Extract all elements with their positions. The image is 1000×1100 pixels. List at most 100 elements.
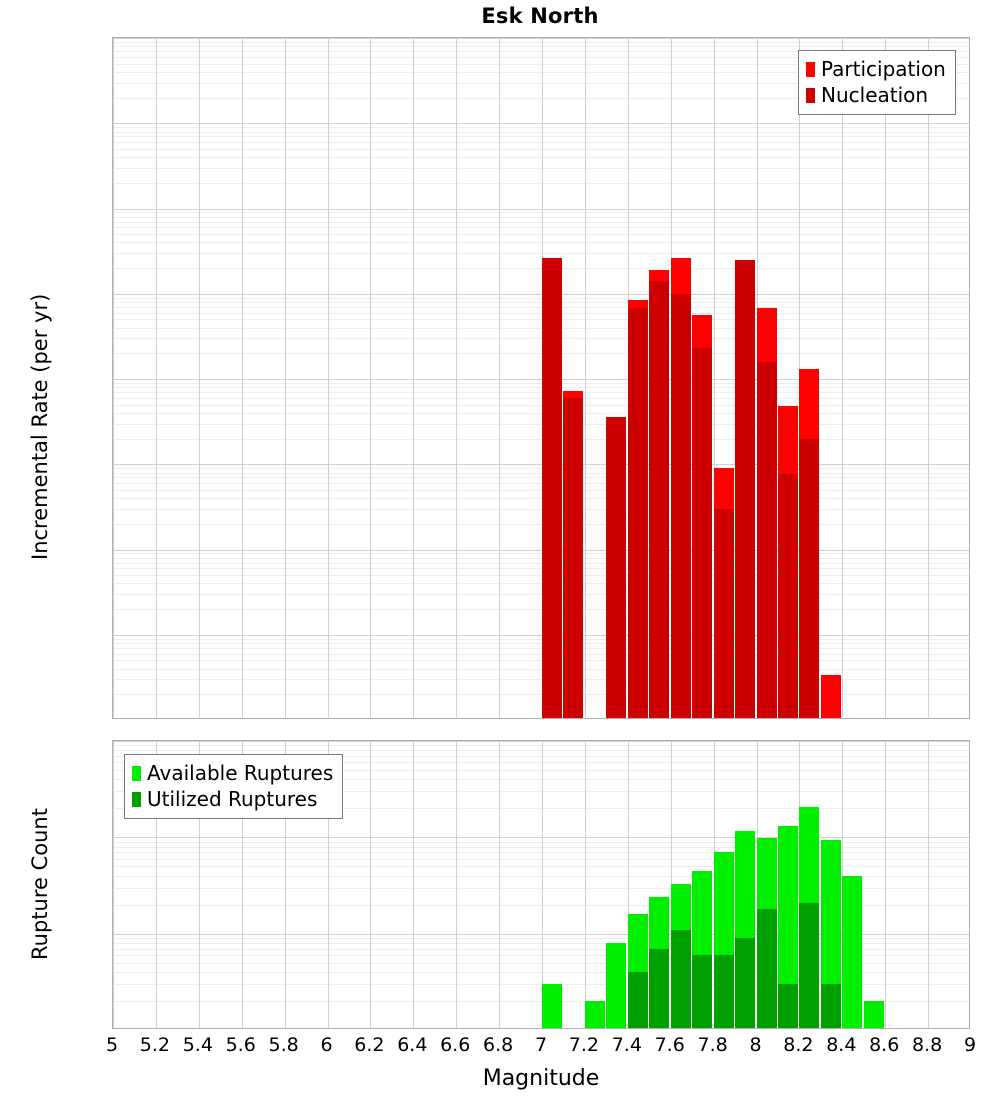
gridline-vertical (156, 38, 157, 718)
gridline-major (113, 209, 969, 210)
bar-available-ruptures (821, 840, 841, 1028)
gridline-minor (113, 319, 969, 320)
gridline-vertical (328, 741, 329, 1028)
gridline-minor (113, 353, 969, 354)
gridline-minor (113, 222, 969, 223)
bar-available-ruptures (842, 876, 862, 1028)
gridline-major (113, 379, 969, 380)
gridline-minor (113, 57, 969, 58)
gridline-major (113, 741, 969, 742)
gridline-minor (113, 955, 969, 956)
gridline-minor (113, 64, 969, 65)
bar-utilized-ruptures (649, 949, 669, 1028)
bar-available-ruptures (542, 984, 562, 1028)
gridline-minor (113, 51, 969, 52)
bar-available-ruptures (606, 943, 626, 1028)
gridline-vertical (928, 741, 929, 1028)
gridline-minor (113, 268, 969, 269)
gridline-minor (113, 217, 969, 218)
gridline-minor (113, 762, 969, 763)
legend-label: Nucleation (821, 83, 929, 107)
gridline-minor (113, 398, 969, 399)
gridline-minor (113, 648, 969, 649)
gridline-minor (113, 669, 969, 670)
gridline-vertical (456, 38, 457, 718)
magnitude-xtick-label: 6.2 (354, 1034, 385, 1056)
gridline-vertical (156, 741, 157, 1028)
gridline-minor (113, 553, 969, 554)
gridline-minor (113, 132, 969, 133)
magnitude-xtick-label: 7 (534, 1034, 548, 1056)
gridline-major (113, 837, 969, 838)
gridline-minor (113, 234, 969, 235)
bar-nucleation (692, 348, 712, 718)
gridline-minor (113, 654, 969, 655)
rupture-count-yaxis: 103102101100 (0, 0, 106, 1100)
gridline-vertical (113, 38, 114, 718)
bar-available-ruptures (864, 1001, 884, 1028)
gridline-minor (113, 808, 969, 809)
magnitude-xtick-label: 6.6 (440, 1034, 471, 1056)
gridline-minor (113, 770, 969, 771)
gridline-minor (113, 852, 969, 853)
gridline-major (113, 38, 969, 39)
gridline-minor (113, 183, 969, 184)
gridline-minor (113, 563, 969, 564)
gridline-major (113, 464, 969, 465)
magnitude-xtick-label: 7.6 (654, 1034, 685, 1056)
legend-swatch-icon (806, 61, 815, 77)
bar-nucleation (628, 308, 648, 718)
bar-nucleation (671, 294, 691, 718)
gridline-vertical (585, 38, 586, 718)
gridline-minor (113, 660, 969, 661)
magnitude-xtick-label: 8.4 (826, 1034, 857, 1056)
magnitude-xtick-label: 5.6 (225, 1034, 256, 1056)
gridline-minor (113, 876, 969, 877)
gridline-minor (113, 745, 969, 746)
bar-nucleation (714, 509, 734, 718)
gridline-vertical (928, 38, 929, 718)
gridline-minor (113, 307, 969, 308)
gridline-vertical (328, 38, 329, 718)
gridline-vertical (499, 38, 500, 718)
gridline-minor (113, 298, 969, 299)
bar-utilized-ruptures (714, 955, 734, 1028)
magnitude-xtick-label: 6 (320, 1034, 333, 1056)
gridline-major (113, 934, 969, 935)
gridline-minor (113, 779, 969, 780)
gridline-minor (113, 46, 969, 47)
bar-nucleation (778, 474, 798, 718)
magnitude-xtick-label: 5 (105, 1034, 119, 1056)
gridline-major (113, 123, 969, 124)
bar-utilized-ruptures (628, 972, 648, 1028)
gridline-vertical (456, 741, 457, 1028)
incremental-rate-legend: Participation Nucleation (798, 50, 956, 115)
gridline-minor (113, 791, 969, 792)
magnitude-xtick-label: 5.4 (182, 1034, 213, 1056)
gridline-vertical (285, 38, 286, 718)
gridline-minor (113, 387, 969, 388)
gridline-minor (113, 558, 969, 559)
incremental-rate-legend-row: Nucleation (806, 82, 946, 108)
gridline-major (113, 550, 969, 551)
legend-swatch-icon (132, 765, 141, 781)
rupture-count-legend-row: Available Ruptures (132, 760, 333, 786)
gridline-minor (113, 972, 969, 973)
magnitude-xtick-label: 8.2 (783, 1034, 814, 1056)
gridline-vertical (413, 741, 414, 1028)
gridline-vertical (199, 38, 200, 718)
gridline-major (113, 635, 969, 636)
gridline-vertical (199, 741, 200, 1028)
gridline-minor (113, 679, 969, 680)
gridline-minor (113, 842, 969, 843)
bar-utilized-ruptures (735, 938, 755, 1028)
gridline-minor (113, 694, 969, 695)
gridline-minor (113, 405, 969, 406)
gridline-major (113, 294, 969, 295)
gridline-minor (113, 168, 969, 169)
magnitude-xtick-label: 9 (963, 1034, 977, 1056)
gridline-minor (113, 643, 969, 644)
gridline-minor (113, 473, 969, 474)
gridline-minor (113, 609, 969, 610)
rupture-count-legend: Available Ruptures Utilized Ruptures (124, 754, 344, 819)
